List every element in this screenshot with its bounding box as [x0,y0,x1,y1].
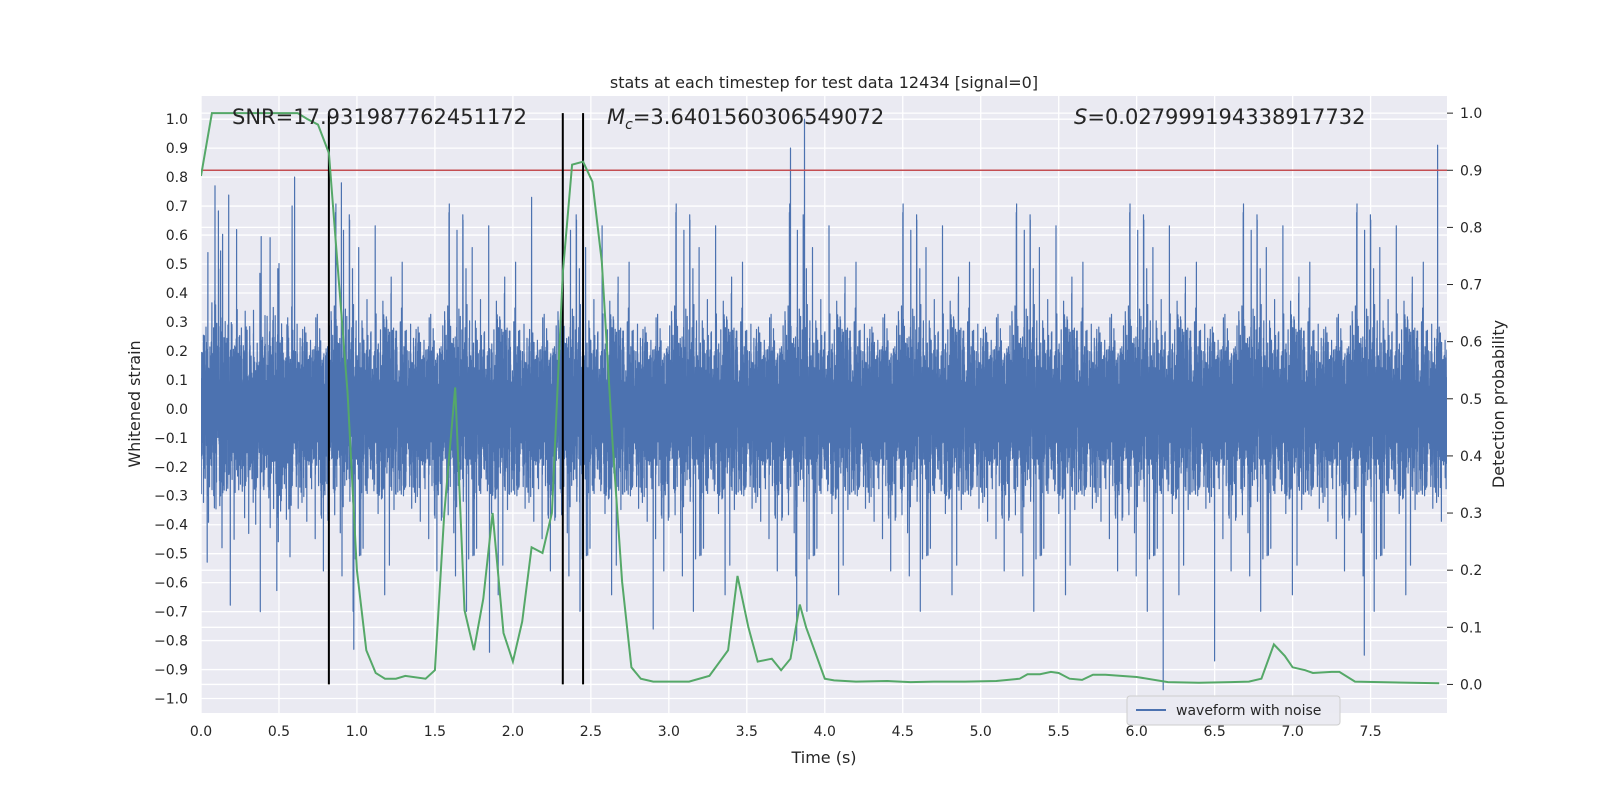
s-annotation: S=0.027999194338917732 [1074,105,1365,129]
y-tick-label: −0.4 [154,518,188,534]
waveform-series [201,118,1447,691]
y-tick-label: −0.6 [154,576,188,592]
y-right-tick-label: 0.7 [1460,278,1482,294]
x-tick-label: 3.5 [736,724,758,740]
y-right-tick-label: 0.5 [1460,392,1482,408]
x-tick-label: 4.0 [814,724,836,740]
x-tick-label: 7.0 [1281,724,1303,740]
waveform-line [201,118,1447,691]
x-tick-label: 2.5 [580,724,602,740]
y-tick-label: −0.9 [154,663,188,679]
x-axis-label: Time (s) [790,748,856,767]
y-right-tick-label: 0.8 [1460,220,1482,236]
y-axis-label-right: Detection probability [1489,320,1508,488]
x-tick-label: 7.5 [1359,724,1381,740]
x-tick-label: 5.0 [970,724,992,740]
y-right-tick-label: 1.0 [1460,106,1482,122]
x-tick-label: 2.0 [502,724,524,740]
x-tick-label: 6.0 [1126,724,1148,740]
y-tick-label: −0.1 [154,431,188,447]
legend: waveform with noise [1126,695,1341,726]
x-tick-label: 1.0 [346,724,368,740]
detection-probability-series [201,112,1440,685]
legend-box [1126,695,1341,726]
y-tick-label: 0.0 [166,402,188,418]
y-tick-label: −1.0 [154,692,188,708]
y-right-tick-label: 0.6 [1460,335,1482,351]
y-right-tick-label: 0.4 [1460,449,1482,465]
y-tick-label: 0.5 [166,257,188,273]
x-tick-label: 0.0 [190,724,212,740]
y-right-tick-label: 0.9 [1460,163,1482,179]
chart-title: stats at each timestep for test data 124… [610,73,1038,92]
snr-annotation: SNR=17.931987762451172 [232,105,527,129]
x-tick-label: 0.5 [268,724,290,740]
y-tick-label: 0.2 [166,344,188,360]
y-tick-label: 0.7 [166,199,188,215]
x-tick-label: 5.5 [1048,724,1070,740]
y-tick-label: 1.0 [166,112,188,128]
y-axis-label: Whitened strain [125,340,144,467]
y-tick-label: 0.6 [166,228,188,244]
y-tick-label: 0.3 [166,315,188,331]
y-tick-label: 0.8 [166,170,188,186]
y-right-tick-label: 0.2 [1460,563,1482,579]
x-tick-label: 3.0 [658,724,680,740]
legend-label: waveform with noise [1176,703,1321,719]
detection-probability-line [201,112,1440,685]
y-tick-label: −0.7 [154,605,188,621]
y-tick-label: −0.3 [154,489,188,505]
y-right-tick-label: 0.1 [1460,620,1482,636]
y-tick-label: 0.4 [166,286,188,302]
x-tick-label: 6.5 [1204,724,1226,740]
y-right-tick-label: 0.0 [1460,677,1482,693]
y-tick-label: −0.8 [154,634,188,650]
y-tick-label: −0.2 [154,460,188,476]
chirp-mass-annotation: Mc=3.6401560306549072 [607,105,884,133]
y-tick-label: −0.5 [154,547,188,563]
x-tick-label: 1.5 [424,724,446,740]
y-right-tick-label: 0.3 [1460,506,1482,522]
y-tick-label: 0.9 [166,141,188,157]
x-tick-label: 4.5 [892,724,914,740]
axis-ticks: 0.0 0.5 1.0 1.5 2.0 2.5 3.0 3.5 4.0 4.5 5.0 5.5 6.0 6… [154,106,1482,740]
reference-lines [201,113,1447,685]
y-tick-label: 0.1 [166,373,188,389]
